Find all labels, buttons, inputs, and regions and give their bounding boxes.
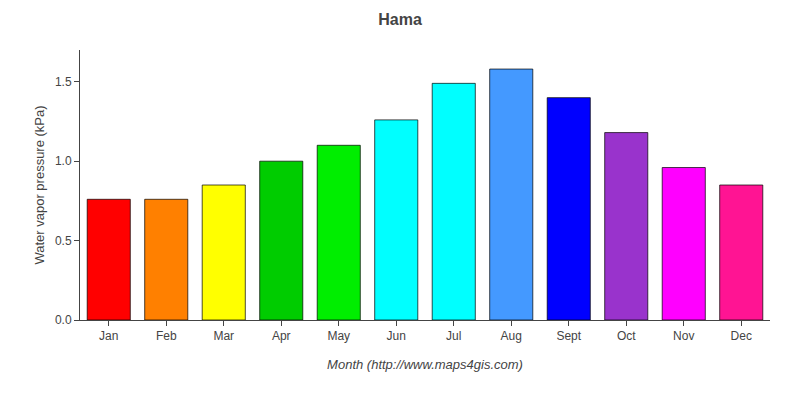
- svg-text:1.5: 1.5: [55, 75, 72, 89]
- svg-text:Water vapor pressure (kPa): Water vapor pressure (kPa): [32, 105, 47, 264]
- svg-text:Dec: Dec: [731, 329, 752, 343]
- svg-text:Nov: Nov: [673, 329, 694, 343]
- svg-text:Aug: Aug: [501, 329, 522, 343]
- svg-text:0.0: 0.0: [55, 313, 72, 327]
- svg-text:Jun: Jun: [387, 329, 406, 343]
- svg-text:Sept: Sept: [556, 329, 581, 343]
- svg-text:0.5: 0.5: [55, 234, 72, 248]
- svg-text:Jul: Jul: [446, 329, 461, 343]
- svg-text:Apr: Apr: [272, 329, 291, 343]
- svg-text:Hama: Hama: [378, 11, 422, 28]
- svg-text:Jan: Jan: [99, 329, 118, 343]
- svg-text:Mar: Mar: [213, 329, 234, 343]
- svg-text:1.0: 1.0: [55, 154, 72, 168]
- svg-text:Month (http://www.maps4gis.com: Month (http://www.maps4gis.com): [327, 357, 523, 372]
- svg-text:Oct: Oct: [617, 329, 636, 343]
- svg-text:Feb: Feb: [156, 329, 177, 343]
- svg-text:May: May: [327, 329, 350, 343]
